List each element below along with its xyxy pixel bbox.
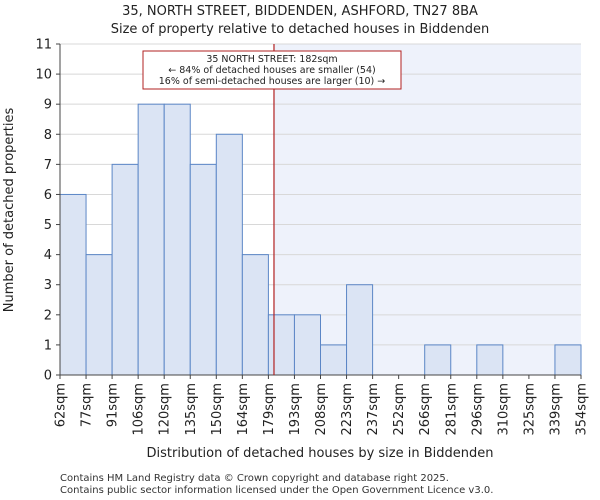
x-tick-label: 325sqm <box>522 383 537 436</box>
y-tick-label: 10 <box>35 68 52 83</box>
footer-copyright: Contains HM Land Registry data © Crown c… <box>60 473 449 484</box>
annotation-line: 16% of semi-detached houses are larger (… <box>159 76 386 87</box>
footer-licence: Contains public sector information licen… <box>60 485 494 496</box>
bar <box>111 163 139 376</box>
bar <box>163 103 191 376</box>
bar <box>215 133 243 376</box>
x-tick-label: 223sqm <box>340 383 355 436</box>
x-tick-label: 62sqm <box>54 383 69 427</box>
x-tick-label: 281sqm <box>444 383 459 436</box>
bar <box>320 344 348 376</box>
annotation-line: ← 84% of detached houses are smaller (54… <box>168 65 375 76</box>
x-tick-label: 339sqm <box>548 383 563 436</box>
bar <box>346 284 374 376</box>
x-tick-label: 266sqm <box>418 383 433 436</box>
x-tick-label: 354sqm <box>575 383 590 436</box>
x-tick-label: 164sqm <box>236 383 251 436</box>
x-tick-label: 237sqm <box>366 383 381 436</box>
x-tick-label: 252sqm <box>392 383 407 436</box>
annotation-box <box>142 50 402 90</box>
x-tick-label: 135sqm <box>184 383 199 436</box>
x-tick-label: 179sqm <box>262 383 277 436</box>
bar <box>267 314 295 376</box>
y-axis-title: Number of detached properties <box>2 108 17 313</box>
x-tick-label: 208sqm <box>314 383 329 436</box>
y-tick-label: 2 <box>44 308 52 323</box>
y-tick-label: 7 <box>44 158 52 173</box>
x-tick-label: 77sqm <box>80 383 95 427</box>
bar <box>476 344 504 376</box>
y-tick-label: 6 <box>44 188 52 203</box>
bar <box>293 314 322 376</box>
x-tick-label: 150sqm <box>210 383 225 436</box>
bar <box>137 103 165 376</box>
y-tick-label: 0 <box>44 369 52 384</box>
x-tick-label: 120sqm <box>158 383 173 436</box>
bar <box>85 254 113 376</box>
y-tick-label: 8 <box>44 128 52 143</box>
y-tick-label: 4 <box>44 248 52 263</box>
y-tick-label: 5 <box>44 218 52 233</box>
x-tick-label: 193sqm <box>288 383 303 436</box>
bar <box>424 344 452 376</box>
bar <box>241 254 269 376</box>
y-tick-label: 1 <box>44 338 52 353</box>
annotation-line: 35 NORTH STREET: 182sqm <box>206 54 337 65</box>
chart-subtitle: Size of property relative to detached ho… <box>111 22 490 37</box>
x-tick-label: 106sqm <box>132 383 147 436</box>
chart-title: 35, NORTH STREET, BIDDENDEN, ASHFORD, TN… <box>122 4 478 19</box>
y-tick-label: 9 <box>44 98 52 113</box>
x-tick-label: 310sqm <box>496 383 511 436</box>
x-tick-label: 91sqm <box>106 383 121 427</box>
x-tick-label: 296sqm <box>470 383 485 436</box>
highlight-region <box>273 44 581 375</box>
y-tick-label: 3 <box>44 278 52 293</box>
bar <box>59 193 87 376</box>
bar <box>189 163 217 376</box>
y-tick-label: 11 <box>35 38 52 53</box>
bar <box>554 344 582 376</box>
x-axis-title: Distribution of detached houses by size … <box>147 446 494 461</box>
